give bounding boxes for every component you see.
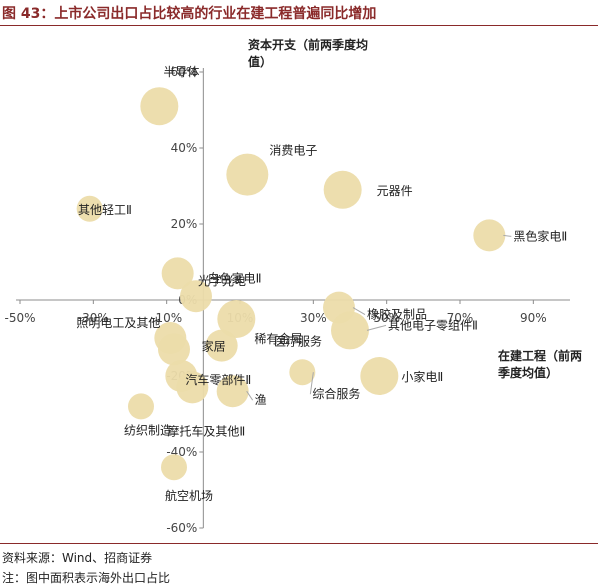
- x-axis-label: 在建工程（前两季度均值）: [498, 349, 583, 380]
- bubble: [217, 300, 256, 338]
- bubble-label: 摩托车及其他Ⅱ: [167, 423, 245, 438]
- bubble-label: 元器件: [377, 184, 413, 198]
- y-tick-label: 20%: [171, 217, 198, 231]
- bubble: [76, 195, 103, 222]
- y-tick-label: 60%: [171, 65, 198, 79]
- bubble-label: 白色家电Ⅱ: [208, 270, 262, 285]
- source-note: 资料来源：Wind、招商证券: [2, 551, 153, 565]
- bubble: [289, 359, 316, 386]
- bubble: [216, 375, 249, 408]
- leader-line: [246, 390, 254, 401]
- x-tick-label: 30%: [300, 311, 327, 325]
- x-tick-label: 70%: [447, 311, 474, 325]
- bubble-label: 航空机场: [165, 488, 213, 503]
- title-rule: [0, 25, 598, 26]
- y-tick-label: -60%: [166, 521, 197, 535]
- bubble-label: 汽车零部件Ⅱ: [185, 372, 251, 387]
- bubble: [128, 393, 154, 420]
- x-tick-label: -10%: [151, 311, 182, 325]
- bubble-label: 家居: [202, 339, 226, 354]
- bubble-label: 橡胶及制品: [367, 307, 427, 322]
- bubble-label: 黑色家电Ⅱ: [513, 228, 567, 243]
- footnote: 注：图中面积表示海外出口占比: [2, 571, 171, 585]
- title-bar: 图 43：上市公司出口占比较高的行业在建工程普遍同比增加: [0, 0, 598, 26]
- bubble-label: 照明电工及其他: [76, 316, 160, 330]
- bubble-label: 稀有金属: [254, 331, 302, 346]
- x-tick-label: -50%: [4, 311, 35, 325]
- x-tick-label: -30%: [78, 311, 109, 325]
- page-title: 图 43：上市公司出口占比较高的行业在建工程普遍同比增加: [2, 6, 377, 22]
- y-axis-label: 资本开支（前两季度均值）: [248, 38, 369, 69]
- x-tick-label: 50%: [373, 311, 400, 325]
- bubble: [323, 170, 362, 209]
- bubble-label: 综合服务: [312, 386, 360, 401]
- bubble-chart: -50%-30%-10%10%30%50%70%90%60%40%20%0%-2…: [4, 65, 570, 535]
- bubble: [205, 329, 238, 362]
- leader-line: [503, 234, 512, 237]
- bubble: [158, 333, 190, 366]
- bubble-label: 半导体: [163, 65, 199, 79]
- bubble: [161, 454, 187, 481]
- bubble-label: 消费电子: [269, 144, 317, 158]
- bubble-label: 小家电Ⅱ: [401, 369, 443, 384]
- bubble: [473, 219, 506, 252]
- bubble-label: 光学光电: [198, 273, 246, 288]
- bubble: [176, 371, 209, 404]
- bubble: [180, 280, 212, 313]
- bubble-label: 渔: [255, 393, 267, 407]
- bubble-label: 纺织制造: [124, 423, 172, 437]
- bubble-label: 医疗服务: [274, 333, 322, 348]
- bubble-label: 其他电子零组件Ⅱ: [388, 318, 478, 332]
- x-tick-label: 90%: [520, 311, 547, 325]
- bubble: [161, 257, 194, 290]
- bubble: [140, 87, 179, 126]
- bubble: [331, 311, 369, 350]
- bubble: [226, 153, 269, 196]
- bubble: [360, 357, 399, 395]
- footer-rule: [0, 543, 598, 544]
- leader-line: [309, 372, 314, 395]
- leader-line: [366, 324, 387, 331]
- bubble-label: 其他轻工Ⅱ: [78, 203, 132, 217]
- y-tick-label: 40%: [171, 141, 198, 155]
- leader-line: [352, 307, 366, 316]
